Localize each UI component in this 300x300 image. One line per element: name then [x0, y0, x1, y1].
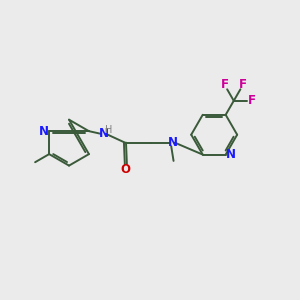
Text: F: F: [220, 78, 229, 91]
Text: O: O: [121, 163, 131, 176]
Text: N: N: [39, 125, 49, 138]
Text: H: H: [105, 125, 112, 135]
Text: N: N: [226, 148, 236, 161]
Text: F: F: [239, 78, 247, 91]
Text: N: N: [99, 127, 109, 140]
Text: F: F: [248, 94, 256, 107]
Text: N: N: [168, 136, 178, 149]
